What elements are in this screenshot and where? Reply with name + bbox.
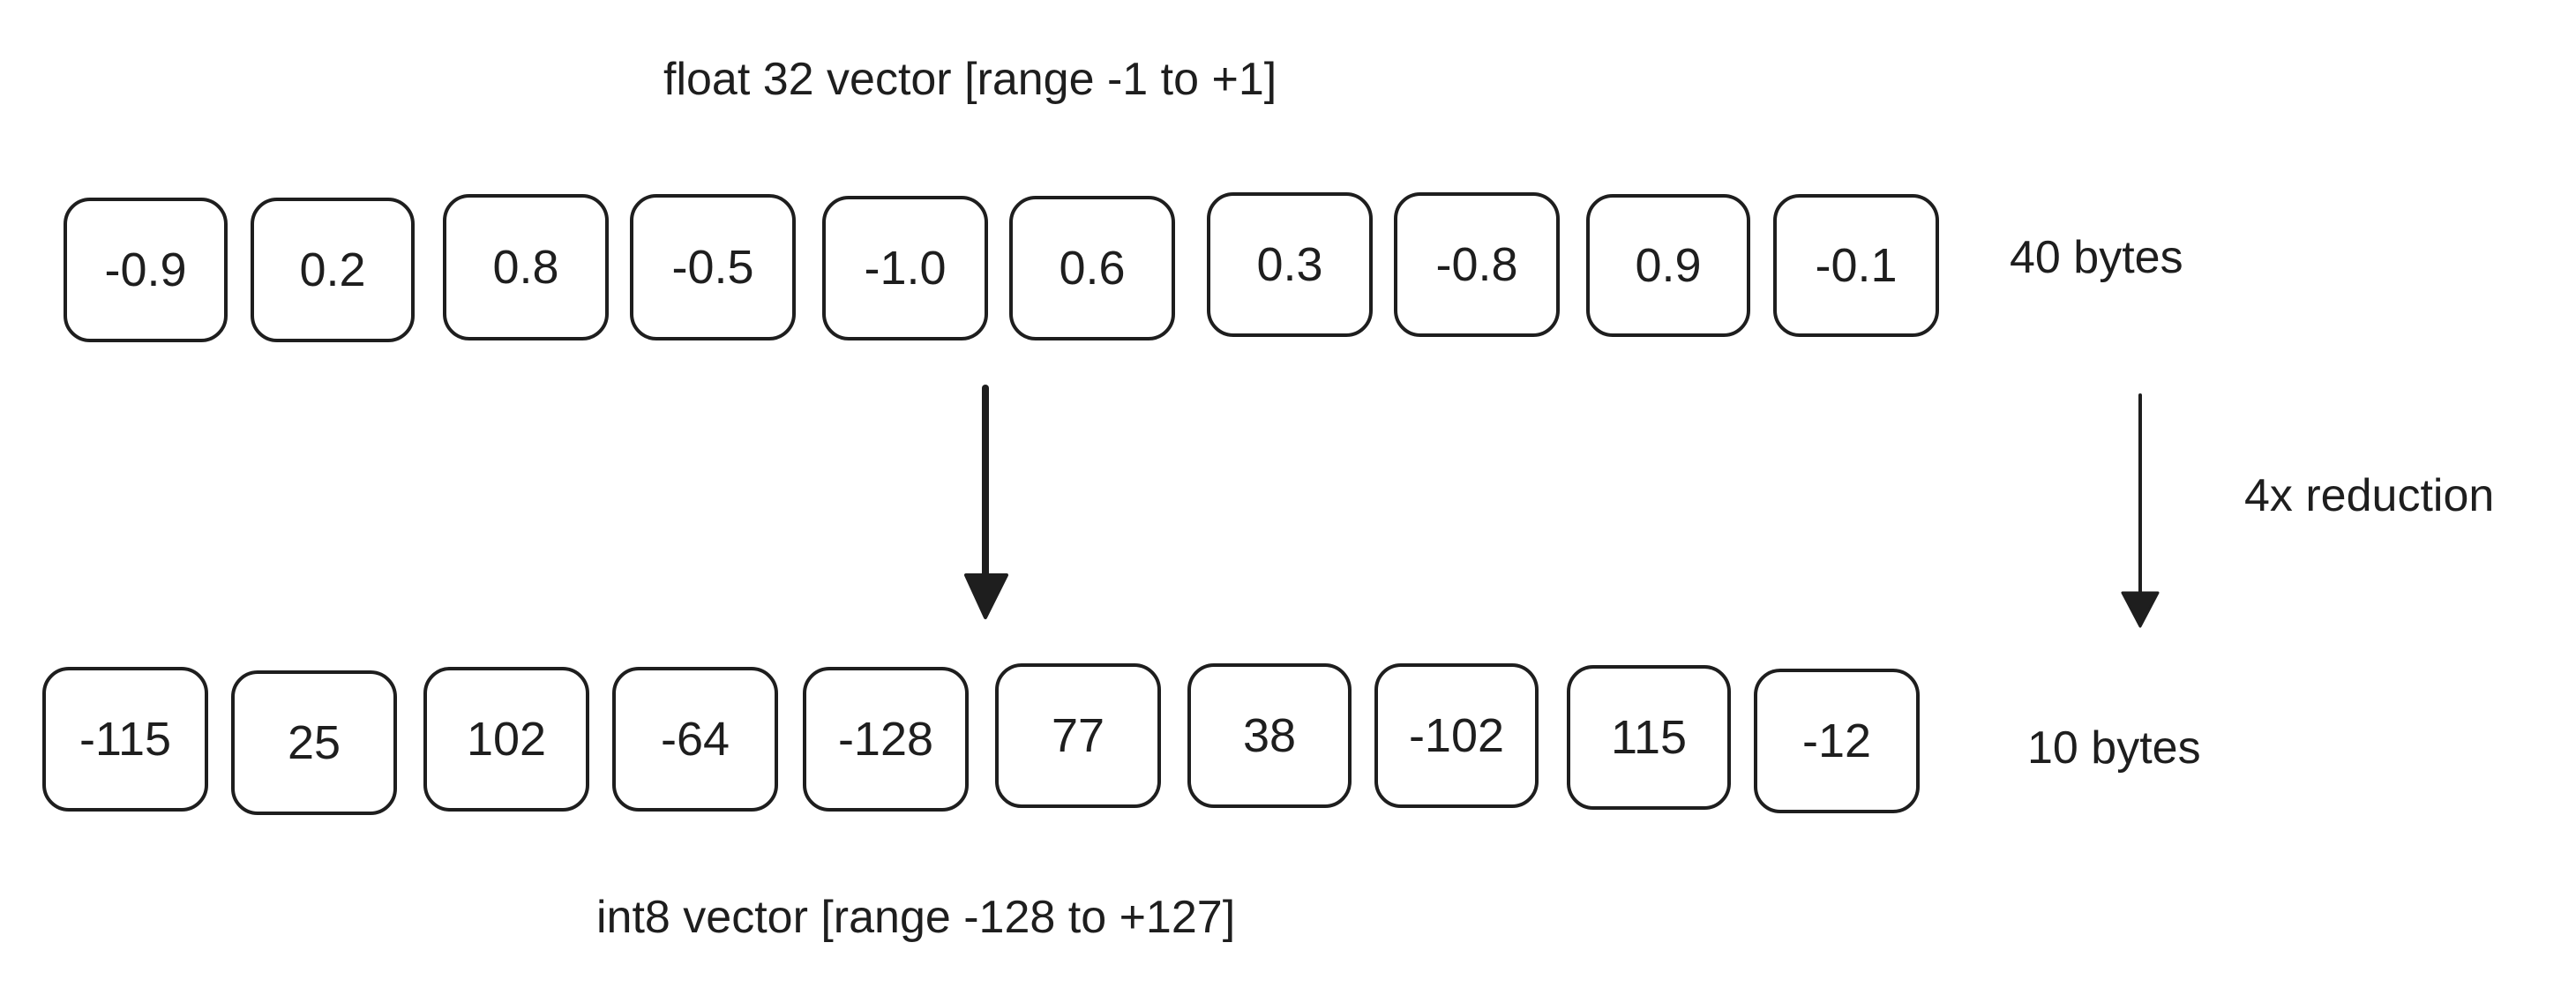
float-cell: -0.1 xyxy=(1773,194,1939,337)
int8-cell: 25 xyxy=(231,670,397,815)
float-cell: 0.8 xyxy=(443,194,609,340)
int8-vector-title: int8 vector [range -128 to +127] xyxy=(596,892,1236,943)
reduction-arrow xyxy=(2121,393,2160,628)
int8-cell: 38 xyxy=(1187,663,1352,808)
float-cell: 0.9 xyxy=(1586,194,1750,337)
int8-cell: -64 xyxy=(612,667,778,812)
int8-cell: 115 xyxy=(1567,665,1731,810)
float-cell: -1.0 xyxy=(822,196,988,340)
float-cell: 0.2 xyxy=(251,198,415,342)
int8-cell: -12 xyxy=(1754,669,1920,813)
float-cell: -0.5 xyxy=(630,194,796,340)
float-cell: -0.8 xyxy=(1394,192,1560,337)
int8-cell: -115 xyxy=(42,667,208,812)
float-cell: 0.6 xyxy=(1009,196,1175,340)
int8-cell: -128 xyxy=(803,667,969,812)
float-vector-title: float 32 vector [range -1 to +1] xyxy=(663,54,1277,105)
int8-cell: -102 xyxy=(1374,663,1539,808)
int8-size-label: 10 bytes xyxy=(2027,722,2201,774)
float-cell: -0.9 xyxy=(64,198,228,342)
float-cell: 0.3 xyxy=(1207,192,1373,337)
float-size-label: 40 bytes xyxy=(2010,232,2183,283)
reduction-label: 4x reduction xyxy=(2244,470,2495,521)
conversion-arrow xyxy=(964,385,1008,619)
int8-cell: 77 xyxy=(995,663,1161,808)
int8-cell: 102 xyxy=(423,667,589,812)
